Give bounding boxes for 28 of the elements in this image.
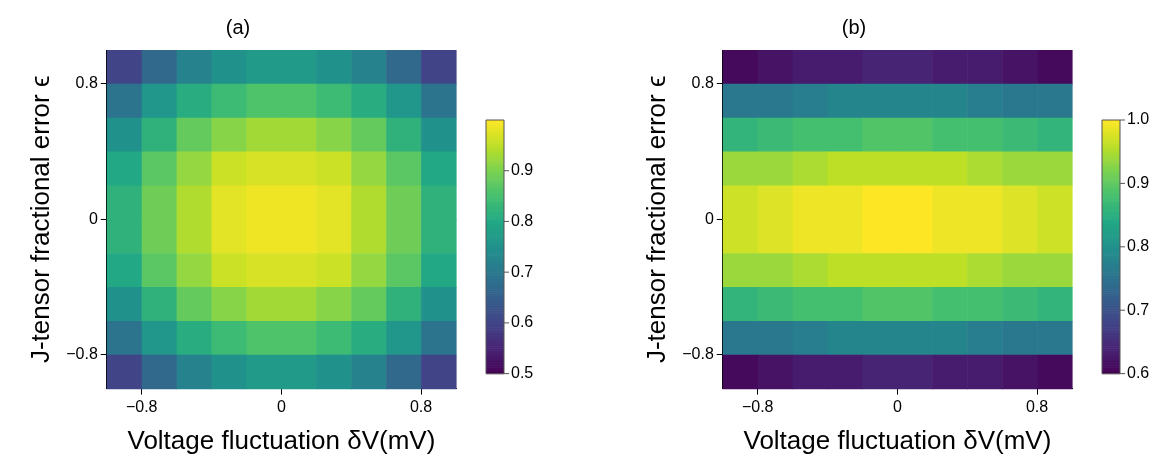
y-tick-label: 0.8 xyxy=(691,74,714,92)
chart-title: (a) xyxy=(225,15,251,38)
color-bar-label: 0.9 xyxy=(1127,173,1150,191)
color-bar-label: 0.8 xyxy=(1127,237,1150,255)
x-tick-label: −0.8 xyxy=(125,397,158,415)
y-tick-label: 0.8 xyxy=(75,74,98,92)
x-tick-label: 0.8 xyxy=(1025,397,1049,415)
color-bar-label: 1.0 xyxy=(1127,110,1150,128)
color-bar-label: 0.7 xyxy=(1127,300,1150,318)
y-tick-label: 0 xyxy=(88,209,98,227)
y-tick-label: −0.8 xyxy=(682,345,714,363)
color-bar-label: 0.7 xyxy=(511,262,534,280)
y-axis-title: J-tensor fractional error ϵ xyxy=(640,75,671,364)
y-axis-title: J-tensor fractional error ϵ xyxy=(24,75,55,364)
x-axis-title: Voltage fluctuation δV(mV) xyxy=(743,424,1052,455)
color-bar-label: 0.5 xyxy=(511,364,534,382)
color-bar-label: 0.8 xyxy=(511,211,534,229)
x-tick-label: −0.8 xyxy=(741,397,774,415)
color-bar-label: 0.6 xyxy=(511,313,534,331)
x-tick-label: 0.8 xyxy=(409,397,433,415)
chart-title: (b) xyxy=(841,15,867,38)
y-tick-label: −0.8 xyxy=(66,345,98,363)
x-tick-label: 0 xyxy=(892,397,902,415)
color-bar-label: 0.6 xyxy=(1127,364,1150,382)
color-bar-label: 0.9 xyxy=(511,161,534,179)
y-tick-label: 0 xyxy=(704,209,714,227)
x-axis-title: Voltage fluctuation δV(mV) xyxy=(127,424,436,455)
x-tick-label: 0 xyxy=(276,397,286,415)
